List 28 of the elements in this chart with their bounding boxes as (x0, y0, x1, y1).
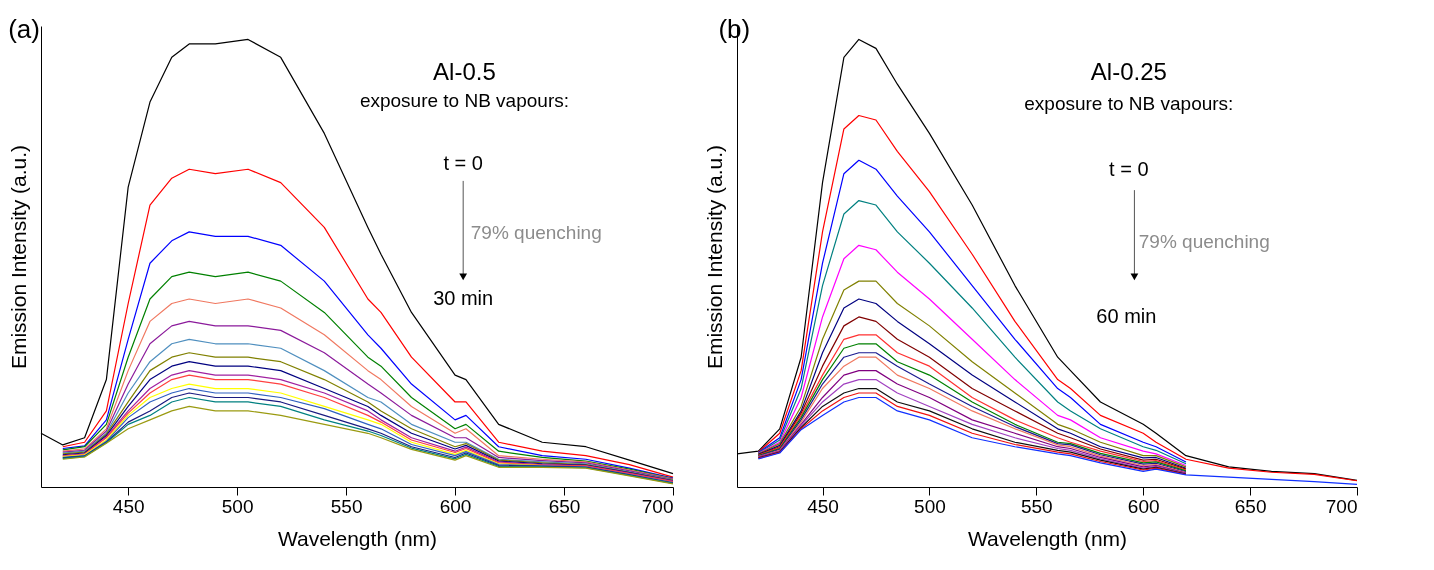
annotation: Al-0.5 (433, 58, 496, 86)
x-tick-label: 500 (914, 495, 946, 517)
x-axis-title: Wavelength (nm) (277, 526, 438, 550)
x-tick-label: 650 (548, 495, 581, 517)
text: (a) (8, 13, 40, 44)
x-tick-label: 600 (1127, 495, 1160, 517)
y-axis-title: Emission Intensity (a.u.) (6, 144, 30, 370)
x-tick-label: 700 (1325, 495, 1358, 517)
annotation: exposure to NB vapours: (1024, 93, 1234, 115)
annotation: 79% quenching (1138, 231, 1270, 253)
x-tick-label: 600 (439, 495, 472, 517)
annotation: exposure to NB vapours: (359, 89, 569, 111)
x-tick-label: 450 (112, 495, 145, 517)
annotation: t = 0 (1109, 157, 1149, 180)
annotation: Al-0.25 (1090, 58, 1167, 86)
x-axis-title: Wavelength (nm) (967, 526, 1128, 550)
y-axis-title: Emission Intensity (a.u.) (702, 144, 726, 370)
annotation: 60 min (1096, 305, 1157, 328)
x-tick-label: 700 (641, 495, 674, 517)
annotation: (b) (718, 13, 751, 44)
x-tick-label: 550 (330, 495, 363, 517)
x-tick-label: 550 (1020, 495, 1053, 517)
annotation: t = 0 (443, 152, 483, 175)
annotation: 30 min (433, 286, 494, 309)
annotation: 79% quenching (470, 222, 602, 244)
x-tick-label: 500 (221, 495, 254, 517)
x-tick-label: 650 (1234, 495, 1267, 517)
x-tick-label: 450 (807, 495, 839, 517)
